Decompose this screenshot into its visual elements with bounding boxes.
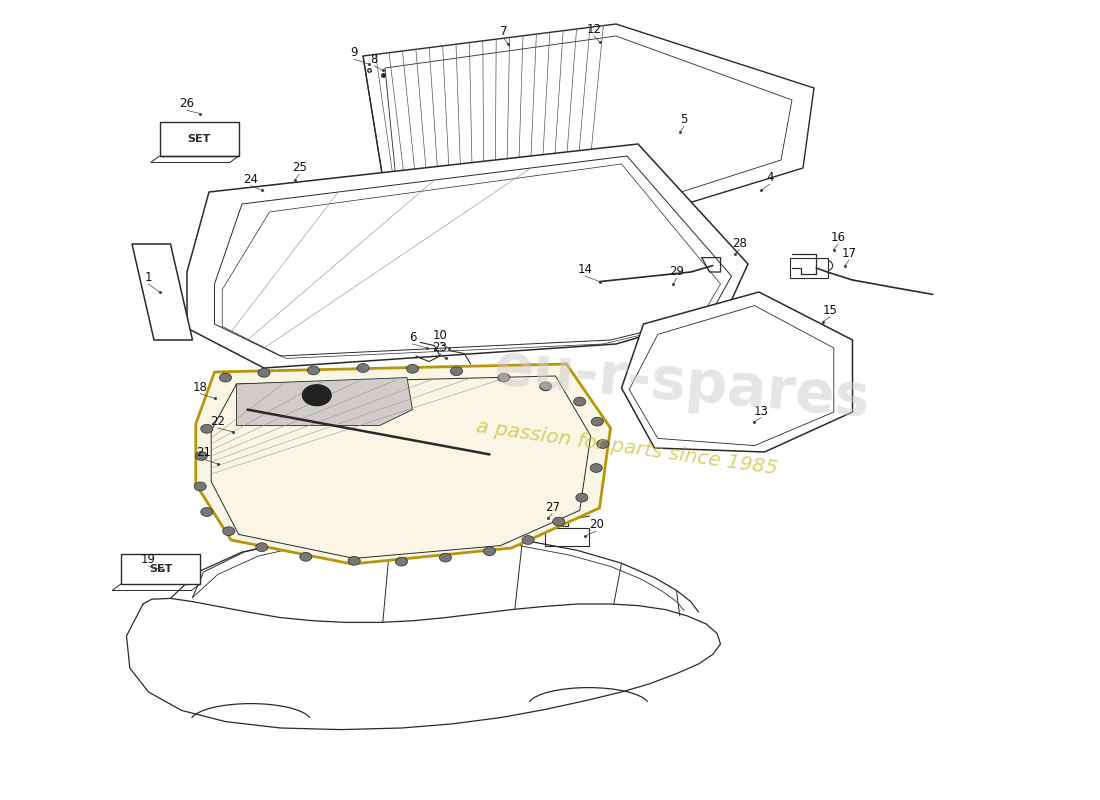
Text: 29: 29 <box>669 266 684 278</box>
Text: 17: 17 <box>842 247 857 260</box>
Text: 12: 12 <box>586 23 602 36</box>
Circle shape <box>440 554 452 562</box>
Circle shape <box>576 493 587 502</box>
Polygon shape <box>132 244 192 340</box>
Text: 24: 24 <box>243 173 258 186</box>
Circle shape <box>451 366 462 375</box>
Text: 28: 28 <box>732 237 747 250</box>
Circle shape <box>200 424 213 433</box>
FancyBboxPatch shape <box>544 528 588 546</box>
Text: 18: 18 <box>192 381 208 394</box>
Text: 26: 26 <box>179 98 195 110</box>
Circle shape <box>356 363 370 372</box>
Circle shape <box>574 398 585 406</box>
Text: SET: SET <box>187 134 211 144</box>
Text: 22: 22 <box>210 415 225 428</box>
Text: 19: 19 <box>141 554 156 566</box>
Circle shape <box>396 557 407 566</box>
Circle shape <box>302 385 331 406</box>
Polygon shape <box>196 364 610 564</box>
Circle shape <box>200 508 213 517</box>
Text: 21: 21 <box>196 446 211 459</box>
Circle shape <box>219 373 232 382</box>
Text: 9: 9 <box>351 46 358 59</box>
Text: 8: 8 <box>371 53 377 66</box>
Text: 25: 25 <box>292 162 307 174</box>
Circle shape <box>299 552 312 562</box>
Polygon shape <box>187 144 748 368</box>
Circle shape <box>257 368 271 377</box>
Circle shape <box>596 440 609 448</box>
FancyBboxPatch shape <box>790 258 828 278</box>
FancyBboxPatch shape <box>160 122 239 156</box>
FancyBboxPatch shape <box>121 554 200 584</box>
Circle shape <box>591 464 603 472</box>
Text: 5: 5 <box>681 114 688 126</box>
Text: SET: SET <box>148 564 173 574</box>
Circle shape <box>552 518 565 526</box>
Text: 16: 16 <box>830 231 846 244</box>
Text: 6: 6 <box>409 331 416 344</box>
Circle shape <box>540 382 551 390</box>
Polygon shape <box>363 24 814 232</box>
Text: 10: 10 <box>432 330 448 342</box>
Text: 4: 4 <box>767 171 773 184</box>
Polygon shape <box>621 292 852 452</box>
Text: 1: 1 <box>145 271 152 284</box>
Text: 7: 7 <box>500 26 507 38</box>
Text: 14: 14 <box>578 263 593 276</box>
Circle shape <box>592 418 603 426</box>
Circle shape <box>255 542 268 552</box>
Circle shape <box>195 451 207 460</box>
Text: eu-r-spares: eu-r-spares <box>492 339 872 429</box>
Text: 13: 13 <box>754 405 769 418</box>
Circle shape <box>194 482 207 490</box>
Text: a passion for parts since 1985: a passion for parts since 1985 <box>475 418 779 478</box>
Circle shape <box>497 373 510 382</box>
Circle shape <box>307 366 320 374</box>
Circle shape <box>407 364 418 373</box>
Circle shape <box>694 257 710 268</box>
Circle shape <box>222 527 235 536</box>
Circle shape <box>817 260 833 271</box>
Text: 20: 20 <box>588 518 604 531</box>
Circle shape <box>522 536 534 544</box>
Text: 23: 23 <box>432 341 448 354</box>
Circle shape <box>484 547 495 555</box>
FancyBboxPatch shape <box>537 514 568 526</box>
Text: 27: 27 <box>544 501 560 514</box>
Polygon shape <box>236 378 412 426</box>
Text: 15: 15 <box>823 304 838 317</box>
Circle shape <box>348 557 361 565</box>
